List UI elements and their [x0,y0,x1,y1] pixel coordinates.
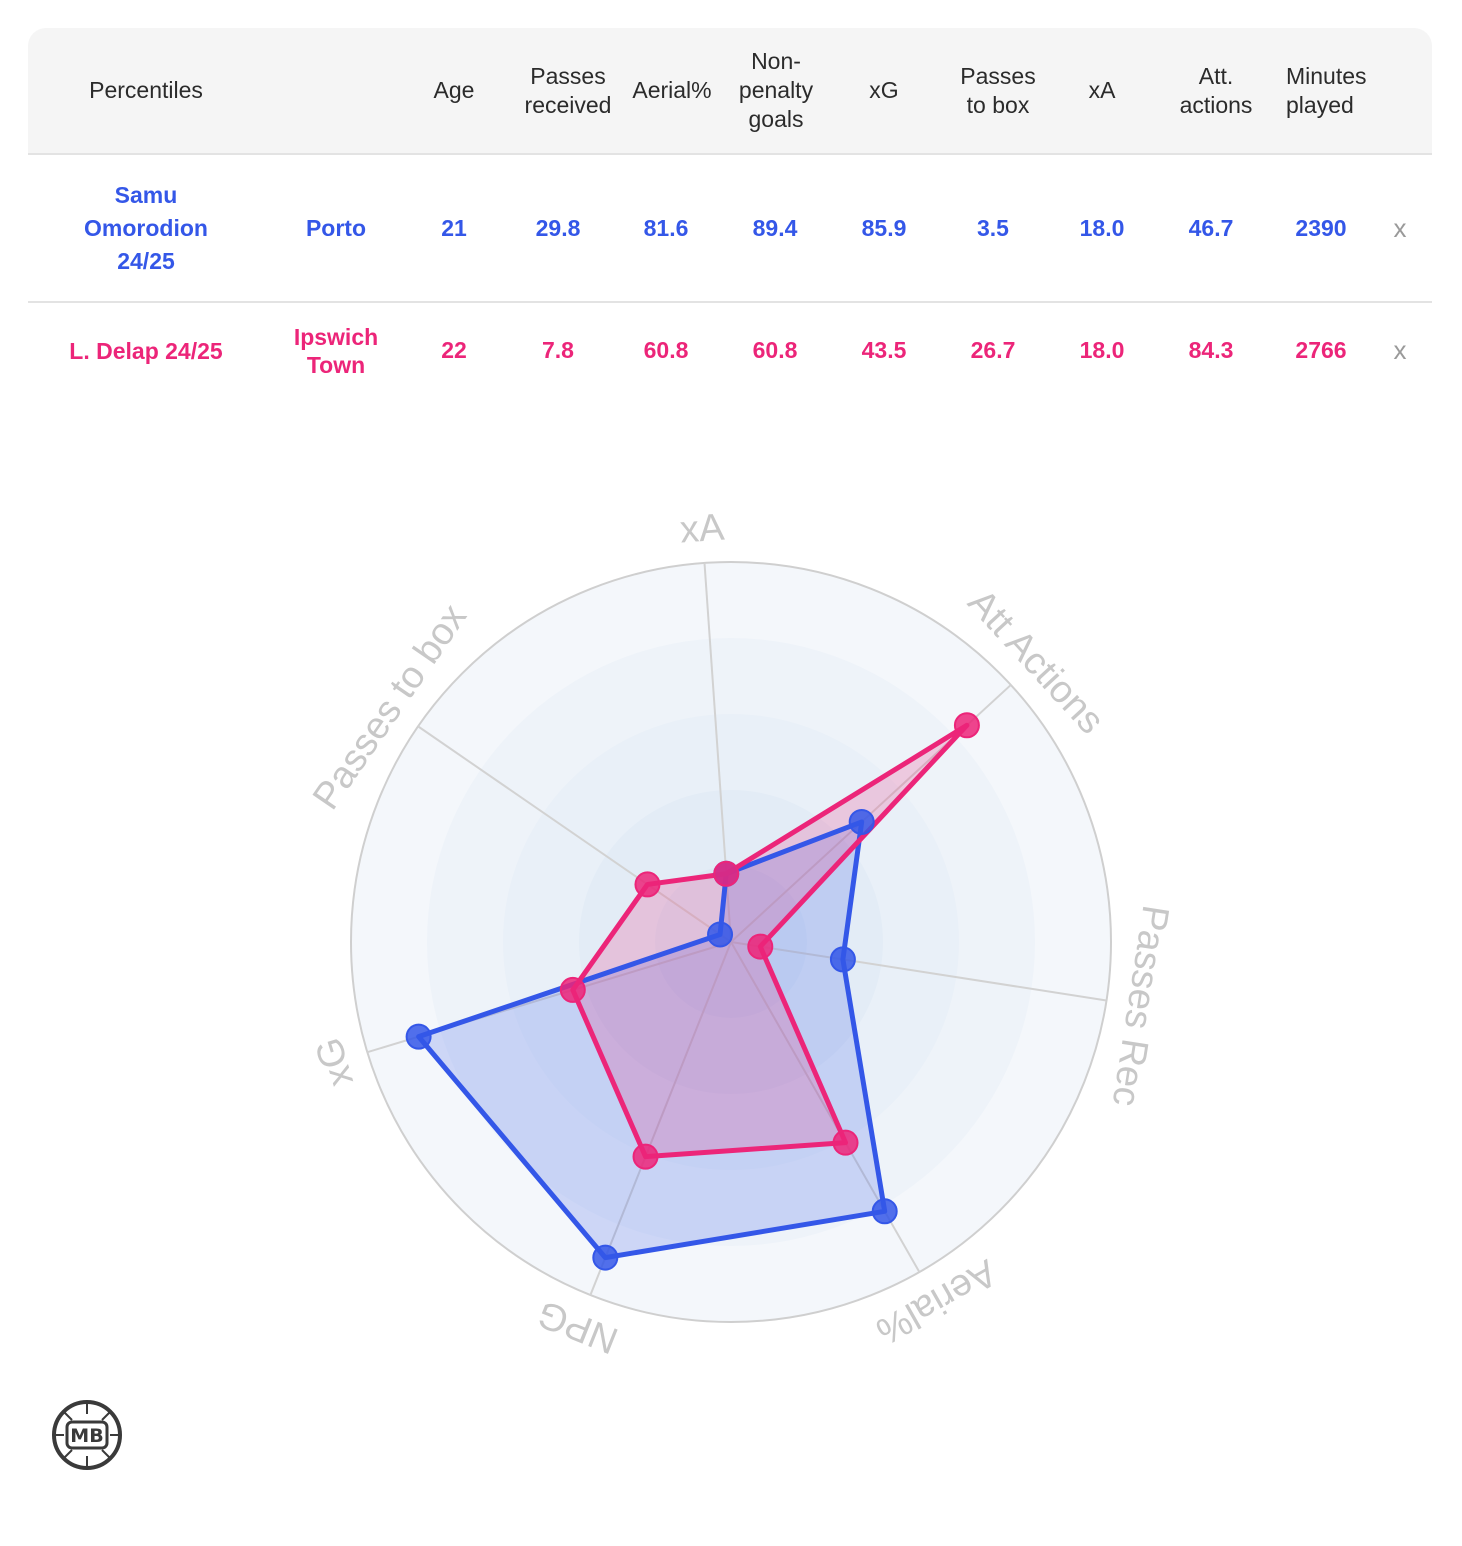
mb-logo: MB [52,1400,122,1470]
data-point [713,860,740,887]
cell-att-actions: 84.3 [1188,337,1234,363]
header-xg[interactable]: xG [869,77,899,103]
comparison-table: Percentiles Age Passes received Aerial% … [28,28,1432,398]
axis-label: Passes Rec [1104,902,1177,1109]
header-aerial[interactable]: Aerial% [632,77,712,103]
cell-minutes-played: 2390 [1295,214,1347,241]
data-point [592,1244,619,1271]
axis-label: xA [679,506,727,551]
series-line [570,722,970,1160]
data-point [747,933,774,960]
cell-passes-to-box: 26.7 [970,337,1016,363]
data-point [405,1023,432,1050]
series-area [572,725,967,1157]
remove-player-button[interactable]: x [1393,212,1407,243]
header-team [276,28,396,153]
radar-spoke [589,941,732,1296]
data-point [871,1198,898,1225]
cell-npg: 60.8 [752,337,798,363]
header-passes-received[interactable]: Passes received [524,62,612,118]
data-point [832,1129,859,1156]
table-row: Samu Omorodion 24/25 Porto 21 29.8 81.6 … [28,155,1432,303]
radar-spoke [730,941,1107,1002]
data-point [632,1143,659,1170]
data-point [707,921,734,948]
team-name: Porto [305,214,367,241]
cell-aerial: 60.8 [643,337,689,363]
player-name: L. Delap 24/25 [69,337,223,364]
cell-npg: 89.4 [752,214,798,241]
team-name: Ipswich Town [293,323,379,378]
remove-player-button[interactable]: x [1393,335,1407,365]
table-header: Percentiles Age Passes received Aerial% … [28,28,1432,155]
cell-minutes-played: 2766 [1295,337,1347,363]
cell-att-actions: 46.7 [1188,214,1234,241]
cell-xa: 18.0 [1079,214,1125,241]
header-age[interactable]: Age [433,77,475,103]
cell-xg: 43.5 [861,337,907,363]
data-point [559,976,586,1003]
header-xa[interactable]: xA [1088,77,1116,103]
cell-age: 21 [441,214,467,241]
cell-passes-received: 29.8 [535,214,581,241]
cell-passes-received: 7.8 [542,337,574,363]
logo-text: MB [70,1425,103,1447]
radar-spoke [417,725,732,943]
radar-outer-ring [350,561,1112,1323]
table-row: L. Delap 24/25 Ipswich Town 22 7.8 60.8 … [28,303,1432,398]
data-point [634,871,661,898]
data-point [848,808,875,835]
header-att-actions[interactable]: Att. actions [1179,62,1253,118]
header-minutes-played[interactable]: Minutes played [1286,62,1367,118]
cell-passes-to-box: 3.5 [977,214,1009,241]
cell-age: 22 [441,337,467,363]
cell-aerial: 81.6 [643,214,689,241]
header-npg[interactable]: Non- penalty goals [738,48,814,132]
header-percentiles: Percentiles [89,77,203,103]
cell-xg: 85.9 [861,214,907,241]
player-name: Samu Omorodion 24/25 [84,181,208,274]
header-passes-to-box[interactable]: Passes to box [960,62,1036,118]
data-point [953,712,980,739]
cell-xa: 18.0 [1079,337,1125,363]
data-point [829,946,856,973]
axis-label: xG [308,1033,362,1092]
